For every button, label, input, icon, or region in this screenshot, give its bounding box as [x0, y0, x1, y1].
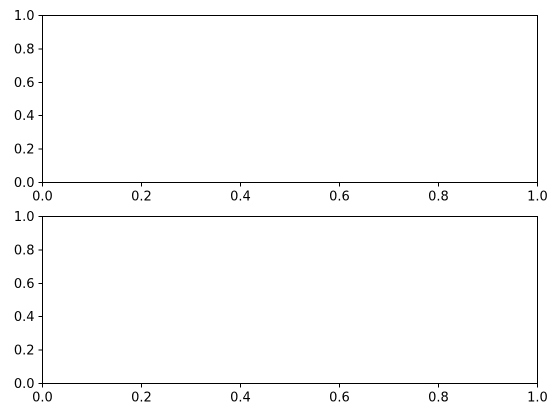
- bottom-axes-xtick-label: 0.4: [230, 391, 251, 406]
- bottom-axes-ytick-label: 0.2: [14, 344, 35, 359]
- bottom-axes-ytick-label: 0.8: [14, 243, 35, 258]
- top-axes-ytick-label: 0.0: [14, 176, 35, 191]
- top-axes-ytick-label: 0.2: [14, 143, 35, 158]
- bottom-axes-ytick-label: 0.0: [14, 377, 35, 392]
- top-axes-ytick-label: 0.4: [14, 109, 35, 124]
- top-axes-frame: [42, 15, 538, 183]
- top-axes-xtick-label: 0.6: [329, 190, 350, 205]
- top-axes-ytick-label: 0.8: [14, 42, 35, 57]
- bottom-axes-xtick-label: 0.6: [329, 391, 350, 406]
- top-axes-xtick-label: 0.2: [131, 190, 152, 205]
- bottom-axes-xtick-label: 1.0: [527, 391, 548, 406]
- bottom-axes-ytick-label: 0.4: [14, 310, 35, 325]
- top-axes-ytick-label: 0.6: [14, 76, 35, 91]
- top-axes-xtick-label: 0.4: [230, 190, 251, 205]
- top-axes-ytick-label: 1.0: [14, 9, 35, 24]
- bottom-axes-xtick-label: 0.2: [131, 391, 152, 406]
- top-axes-xtick-label: 1.0: [527, 190, 548, 205]
- bottom-axes-xtick-label: 0.0: [32, 391, 53, 406]
- bottom-axes-frame: [42, 216, 538, 384]
- bottom-axes-xtick-label: 0.8: [428, 391, 449, 406]
- bottom-axes: 0.0 0.2 0.4 0.6 0.8 1.0 0.0 0.2 0.4 0.6 0.8 1.0: [14, 210, 548, 406]
- bottom-axes-ytick-label: 1.0: [14, 210, 35, 225]
- top-axes-xtick-label: 0.8: [428, 190, 449, 205]
- top-axes-xtick-label: 0.0: [32, 190, 53, 205]
- top-axes: 0.0 0.2 0.4 0.6 0.8 1.0 0.0 0.2 0.4 0.6 0.8 1.0: [14, 9, 548, 205]
- bottom-axes-ytick-label: 0.6: [14, 277, 35, 292]
